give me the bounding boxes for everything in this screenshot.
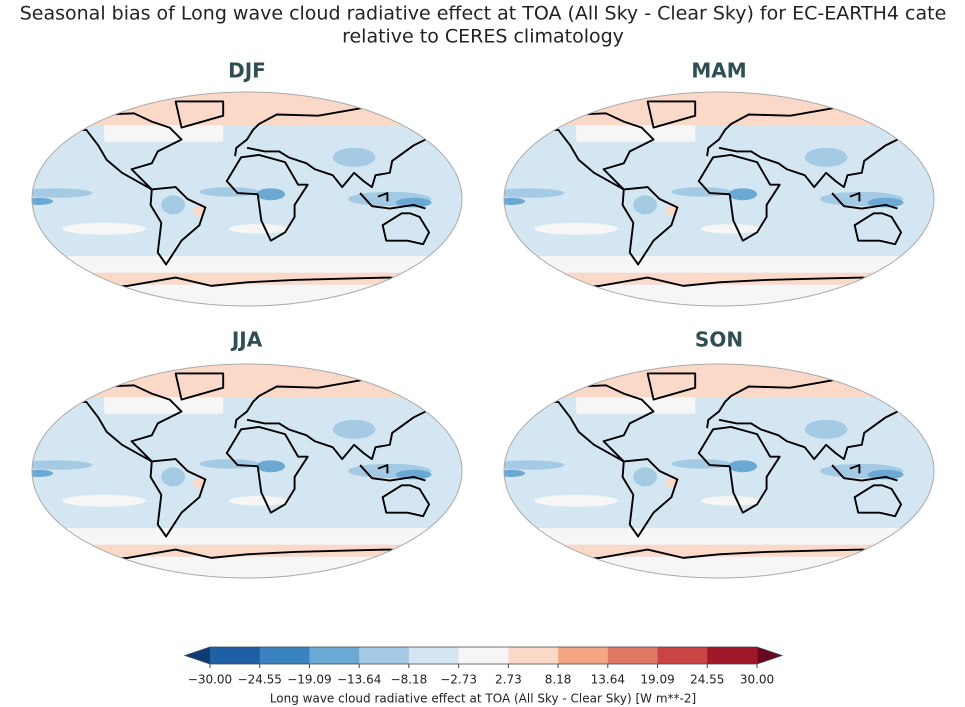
colorbar-extend [185, 647, 210, 664]
colorbar-bin [607, 647, 659, 664]
colorbar-bin [508, 647, 559, 664]
map [21, 90, 462, 307]
panel-title: MAM [691, 59, 746, 83]
colorbar-bin [408, 647, 460, 664]
tick-label: 30.00 [740, 673, 774, 687]
colorbar-extend [757, 647, 782, 664]
tick-label: −2.73 [440, 673, 477, 687]
panel-title: JJA [230, 328, 263, 352]
tick-label: 8.18 [545, 673, 572, 687]
map [21, 362, 462, 579]
tick-label: −19.09 [287, 673, 331, 687]
colorbar-bin [210, 647, 261, 664]
map [493, 90, 934, 307]
colorbar-bin [359, 647, 410, 664]
colorbar: −30.00 −24.55 −19.09 −13.64 −8.18 −2.73 2.73 8.… [183, 646, 784, 687]
tick-label: 13.64 [591, 673, 625, 687]
colorbar-bin [657, 647, 708, 664]
panel-title: DJF [228, 59, 266, 83]
colorbar-bin [558, 647, 609, 664]
panel: DJF [21, 59, 462, 307]
colorbar-bin [259, 647, 310, 664]
tick-label: 2.73 [495, 673, 522, 687]
title-line: Seasonal bias of Long wave cloud radiati… [20, 3, 947, 25]
tick-label: −8.18 [391, 673, 428, 687]
tick-label: −30.00 [188, 673, 232, 687]
colorbar-label: Long wave cloud radiative effect at TOA … [270, 692, 696, 706]
colorbar-bin [707, 647, 758, 664]
tick-label: −24.55 [238, 673, 282, 687]
panel-title: SON [695, 328, 743, 352]
colorbar-bin [458, 647, 509, 664]
tick-label: 19.09 [640, 673, 674, 687]
panel: JJA [21, 328, 462, 579]
tick-label: −13.64 [337, 673, 381, 687]
colorbar-bin [309, 647, 360, 664]
title-line: relative to CERES climatology [342, 26, 624, 48]
map [493, 362, 934, 579]
panel: SON [493, 328, 934, 579]
panel: MAM [493, 59, 934, 307]
tick-label: 24.55 [690, 673, 724, 687]
